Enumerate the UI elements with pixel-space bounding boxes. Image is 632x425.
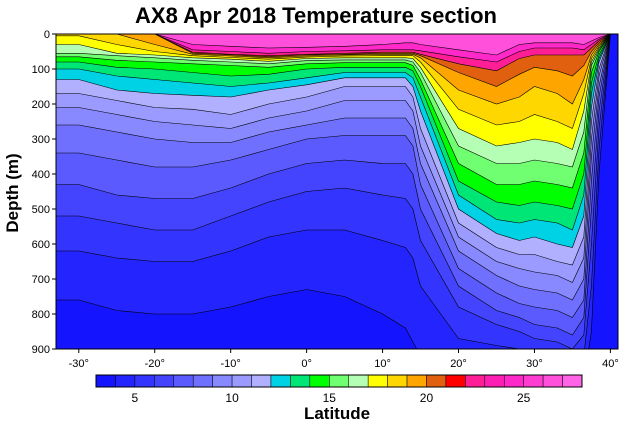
colorbar-swatch [542,374,563,388]
x-tick-label: -20° [145,358,165,370]
colorbar-tick-label: 5 [132,391,139,405]
colorbar-tick-label: 10 [225,391,239,405]
colorbar [95,374,583,388]
colorbar-swatch [115,374,136,388]
colorbar-swatch [154,374,175,388]
colorbar-swatch [465,374,486,388]
colorbar-tick-label: 25 [517,391,531,405]
y-tick-label: 700 [32,274,50,286]
colorbar-swatch [367,374,388,388]
x-tick-label: 20° [450,358,467,370]
colorbar-swatch [134,374,155,388]
x-tick-label: -10° [221,358,241,370]
y-tick-label: 300 [32,134,50,146]
y-tick-label: 500 [32,204,50,216]
colorbar-swatch [426,374,447,388]
colorbar-tick-label: 15 [323,391,337,405]
colorbar-swatch [523,374,544,388]
chart-title: AX8 Apr 2018 Temperature section [135,3,497,28]
colorbar-swatch [562,374,583,388]
colorbar-swatch [309,374,330,388]
colorbar-swatch [387,374,408,388]
colorbar-swatch [192,374,213,388]
y-tick-label: 400 [32,169,50,181]
y-tick-label: 0 [44,29,50,41]
colorbar-swatch [231,374,252,388]
colorbar-swatch [329,374,349,388]
colorbar-swatch [212,374,233,388]
x-tick-label: 10° [374,358,391,370]
x-tick-label: -30° [69,358,89,370]
y-axis-ticks: 0 100 200 300 400 500 600 700 800 900 [32,29,56,356]
colorbar-ticks: 5 10 15 20 25 [132,391,531,405]
colorbar-swatch [290,374,311,388]
y-axis-label: Depth (m) [3,153,22,232]
isotherm-layer-4 [56,34,618,349]
colorbar-swatch [445,374,466,388]
section-plot [56,34,618,349]
colorbar-swatch [173,374,194,388]
x-tick-label: 0° [301,358,312,370]
x-tick-label: 40° [602,358,619,370]
colorbar-swatch [270,374,291,388]
colorbar-swatch [484,374,505,388]
y-tick-label: 900 [32,344,50,356]
x-axis-label: Latitude [304,404,370,423]
y-tick-label: 200 [32,99,50,111]
colorbar-swatch [251,374,272,388]
colorbar-swatch [406,374,427,388]
colorbar-swatch [95,374,116,388]
colorbar-swatch [348,374,369,388]
x-tick-label: 30° [526,358,543,370]
y-tick-label: 800 [32,309,50,321]
y-tick-label: 100 [32,64,50,76]
x-axis-ticks: -30° -20° -10° 0° 10° 20° 30° 40° [69,349,619,370]
colorbar-swatch [503,374,524,388]
colorbar-frame [95,374,583,388]
plot-frame [55,33,619,350]
isotherm-layer-5 [56,34,618,349]
y-tick-label: 600 [32,239,50,251]
colorbar-tick-label: 20 [420,391,434,405]
